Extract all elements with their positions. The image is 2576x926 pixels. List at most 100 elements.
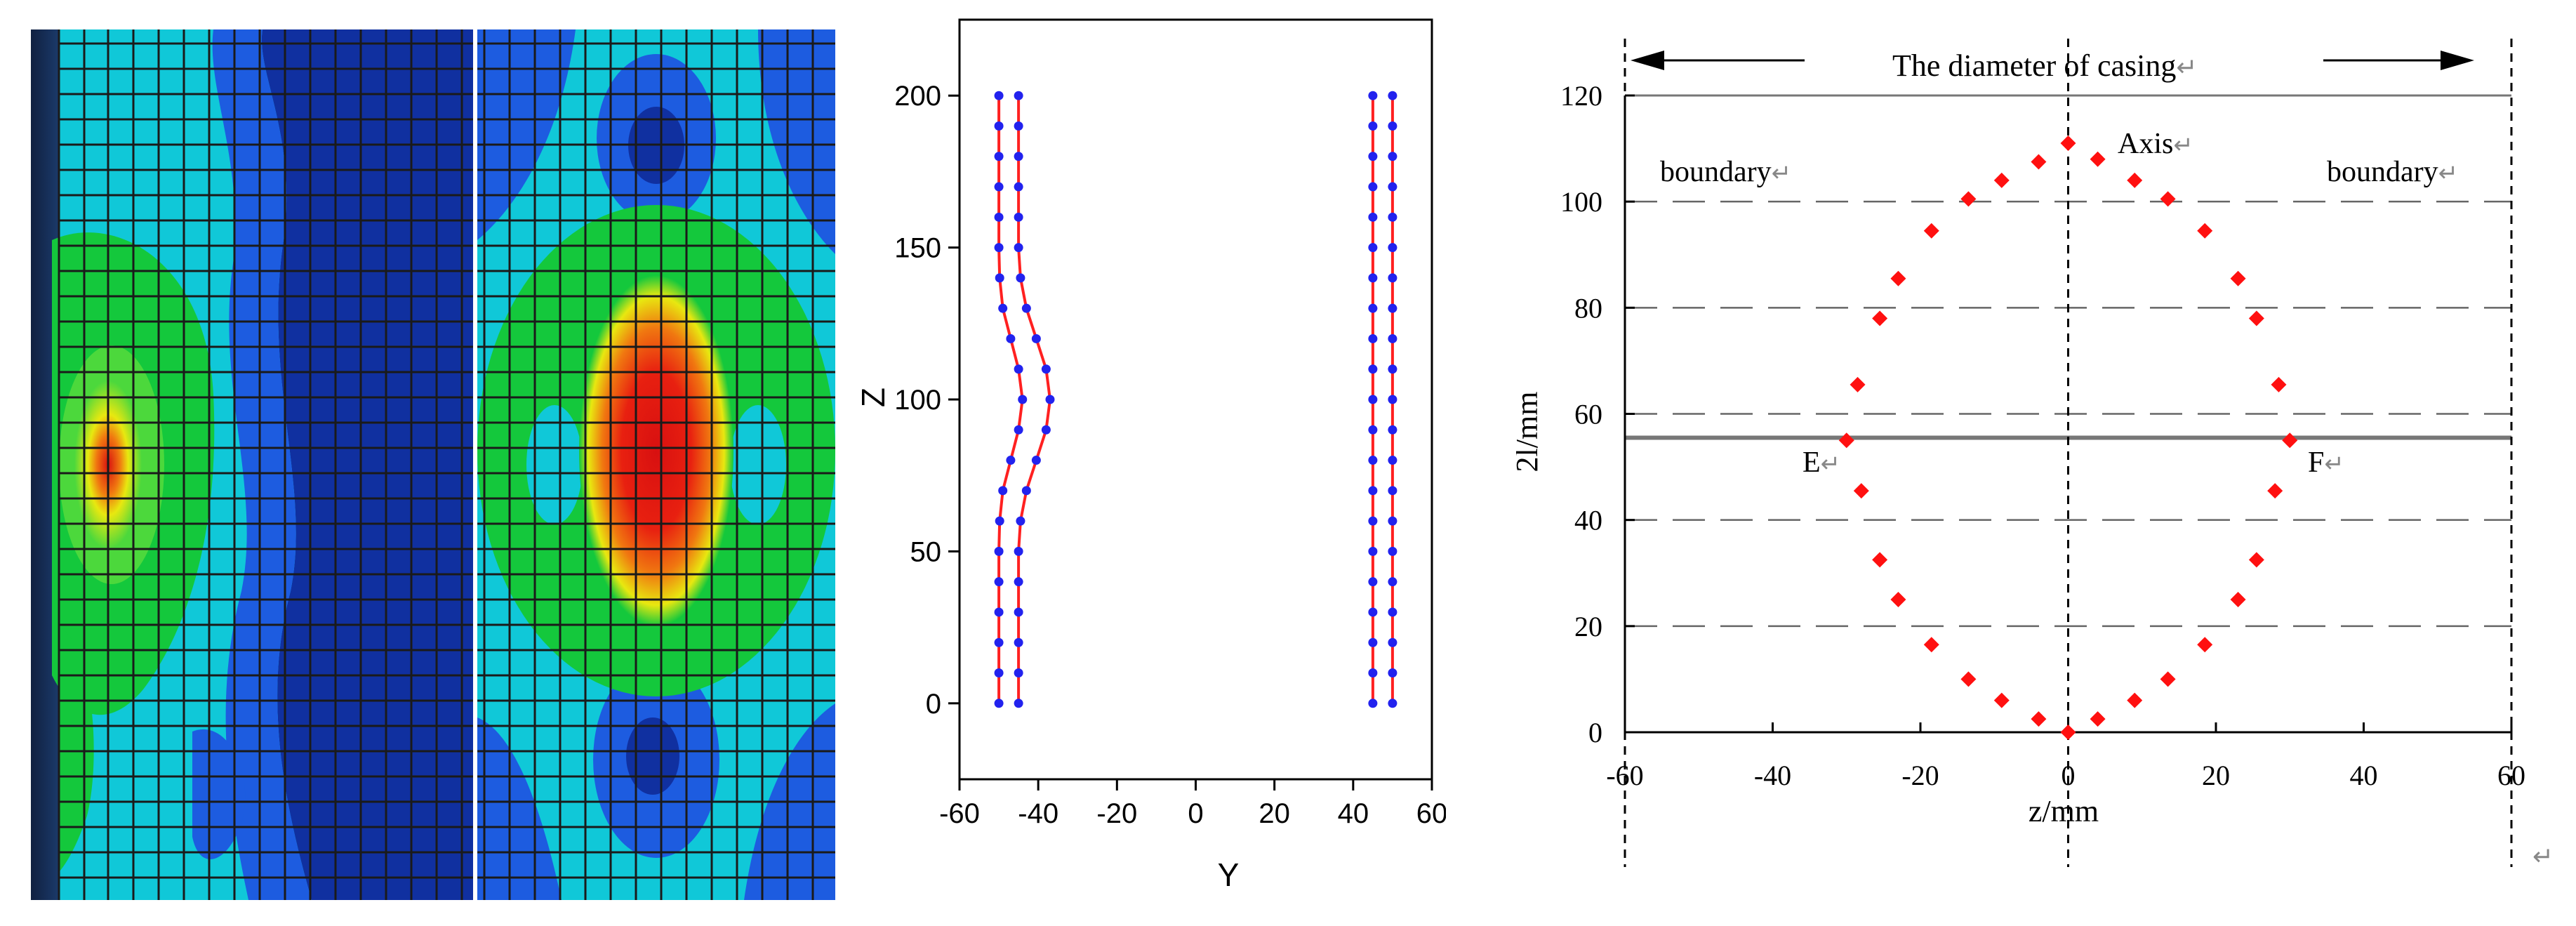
data-point [998,486,1008,496]
data-point [1368,637,1378,647]
data-point [2230,592,2246,608]
data-point [1368,333,1378,343]
data-point [995,273,1004,283]
data-point [2031,711,2047,727]
data-point [1872,552,1888,568]
data-point [2090,151,2106,167]
data-point [1368,395,1378,404]
data-point [1923,637,1939,653]
data-point [1368,668,1378,678]
data-point [1388,273,1397,283]
data-point [1960,191,1977,207]
data-point [1388,699,1397,708]
data-point [1045,395,1055,404]
data-point [1014,212,1023,222]
data-point [1021,303,1031,313]
data-point [1388,607,1397,617]
data-point [1388,577,1397,587]
data-point [1031,333,1041,343]
data-point [2230,270,2246,286]
data-point [2127,172,2143,188]
data-point [1388,637,1397,647]
x-tick-label: -40 [1018,798,1058,829]
x-tick-label: -60 [939,798,980,829]
data-point [994,637,1004,647]
deformation-series-lines [997,95,1394,703]
plastic-zone-x-label: z/mm [2029,794,2099,828]
diameter-arrowhead-left [1631,51,1664,70]
plastic-zone-y-axis: 0 20 40 60 80 100 120 [1560,80,1635,748]
data-point [1368,699,1378,708]
data-point [1850,376,1866,392]
fea-right-svg [477,29,835,900]
data-point [1388,152,1397,161]
data-point [994,121,1004,131]
data-point [2160,191,2176,207]
data-point [1014,668,1023,678]
x-tick-label: 0 [1188,798,1203,829]
x-tick-label: 20 [1259,798,1290,829]
y-tick-label: 50 [910,536,942,567]
data-point [1368,364,1378,374]
data-point [1368,243,1378,253]
data-point [1388,486,1397,496]
data-point [1388,516,1397,526]
data-point [2127,692,2143,708]
data-point [1388,668,1397,678]
data-point [1853,483,1869,499]
plastic-zone-chart-svg: 0 20 40 60 80 100 120 -60 -40 -20 0 20 40 60 The dia… [1510,39,2554,871]
data-point [1368,91,1378,100]
x-tick-label: 20 [2202,760,2230,791]
data-point [2197,637,2213,653]
data-point [1388,333,1397,343]
deformation-chart: 0 50 100 150 200 -60 -40 -20 0 20 40 60 Y Z [842,0,1447,922]
data-point [1368,456,1378,465]
data-point [1021,486,1031,496]
data-point [1960,671,1977,687]
y-tick-label: 100 [894,385,941,416]
data-point [2248,310,2264,326]
x-tick-label: 0 [2062,760,2076,791]
boundary-label-right: boundary↵ [2327,156,2458,188]
data-point [994,182,1004,192]
corner-return-mark: ↵ [2532,842,2554,871]
data-point [2271,376,2287,392]
data-point [994,243,1004,253]
data-point [1388,303,1397,313]
data-point [2282,432,2298,449]
data-point [1006,333,1016,343]
data-point [2267,483,2283,499]
deformation-y-label: Z [855,388,891,407]
data-point [994,152,1004,161]
y-tick-label: 60 [1574,399,1602,430]
data-point [1388,546,1397,556]
data-point [1368,516,1378,526]
y-tick-label: 100 [1560,186,1602,218]
data-point [2090,711,2106,727]
plastic-zone-x-axis: -60 -40 -20 0 20 40 60 [1606,722,2525,791]
plastic-zone-chart: 0 20 40 60 80 100 120 -60 -40 -20 0 20 40 60 The dia… [1510,0,2576,922]
data-point [2031,154,2047,170]
data-point [1014,364,1023,374]
y-tick-label: 0 [926,689,941,720]
data-point [1368,303,1378,313]
data-point [1006,456,1016,465]
data-point [1838,432,1854,449]
deformation-x-axis: -60 -40 -20 0 20 40 60 [939,779,1447,829]
fea-contour-right [477,29,835,900]
y-tick-label: 150 [894,233,941,264]
data-point [994,546,1004,556]
fea-left-mesh [58,29,473,900]
y-tick-label: 0 [1588,717,1602,748]
x-tick-label: -20 [1096,798,1137,829]
data-point [1014,243,1023,253]
axis-label: Axis↵ [2118,128,2193,160]
data-point [1016,273,1025,283]
data-point [998,303,1008,313]
data-point [1014,546,1023,556]
data-point [1041,425,1051,435]
data-point [1368,425,1378,435]
fea-contour-left [31,29,473,900]
data-point [994,607,1004,617]
data-point [994,212,1004,222]
